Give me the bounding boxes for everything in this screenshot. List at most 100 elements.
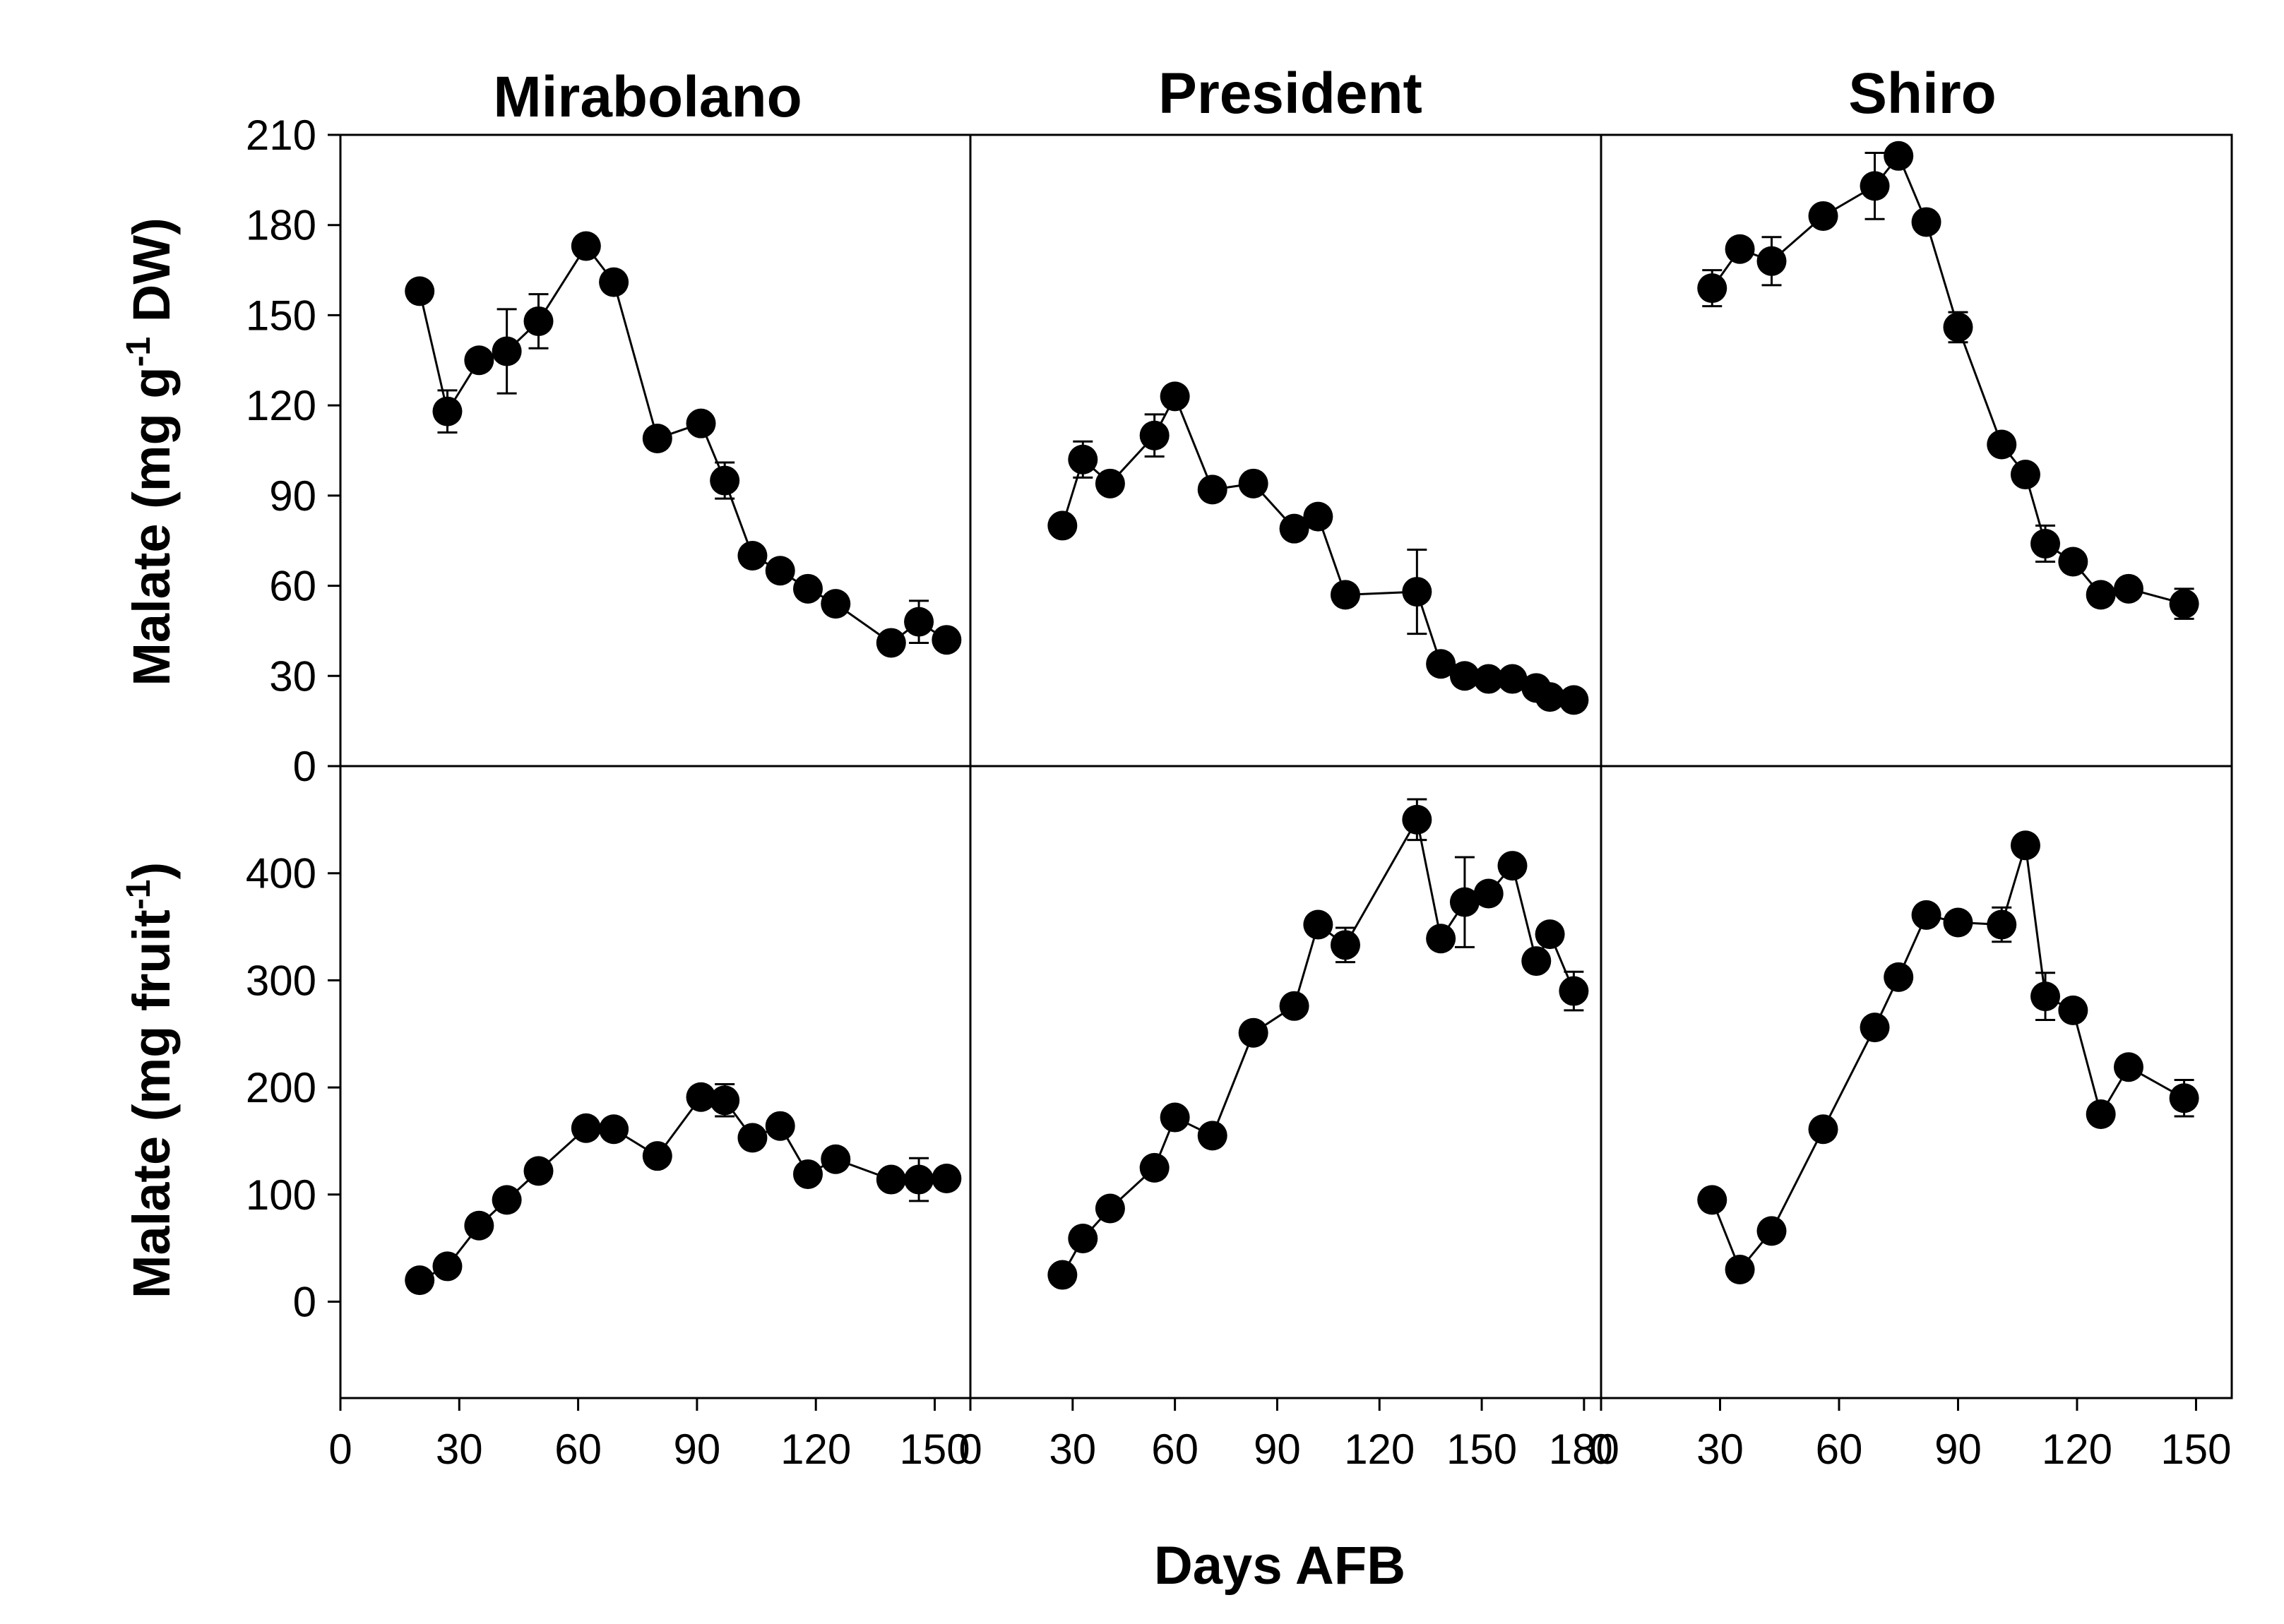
series-line (418, 244, 948, 645)
data-point (1402, 577, 1432, 607)
data-point (523, 1156, 554, 1186)
y-tick-label: 200 (246, 1064, 316, 1111)
panels (405, 141, 2199, 1296)
panel-shiro-fruit (1697, 830, 2199, 1284)
data-point (1197, 474, 1227, 505)
data-point (876, 628, 906, 658)
data-point (2169, 589, 2199, 619)
y-tick-label: 90 (269, 472, 316, 520)
data-point (1426, 924, 1456, 954)
x-tick-label: 0 (1589, 1426, 1612, 1473)
x-tick-label: 60 (1151, 1426, 1198, 1473)
data-point (1047, 1260, 1078, 1290)
data-point (1095, 1193, 1125, 1224)
x-tick-label: 60 (554, 1426, 602, 1473)
y-tick-label: 100 (246, 1171, 316, 1219)
data-point (1238, 1017, 1268, 1048)
data-point (1943, 907, 1973, 938)
y-label-top-sup: -1 (120, 337, 157, 367)
data-point (686, 408, 716, 438)
data-point (1535, 682, 1565, 712)
y-tick-label: 180 (246, 202, 316, 249)
data-point (2058, 995, 2088, 1025)
panel-mirabolano-dw (405, 231, 962, 658)
data-point (932, 1164, 962, 1194)
data-point (2113, 573, 2143, 604)
column-title-president: President (1158, 61, 1422, 126)
data-point (932, 625, 962, 655)
data-point (1697, 273, 1727, 304)
data-point (1330, 580, 1360, 610)
data-point (1943, 312, 1973, 342)
data-point (1559, 976, 1589, 1006)
data-point (1497, 851, 1528, 881)
x-tick-label: 180 (1549, 1426, 1619, 1473)
data-point (464, 1210, 494, 1241)
column-title-mirabolano: Mirabolano (493, 65, 802, 129)
data-point (2086, 1099, 2116, 1130)
y-ticks-top: 0 30 60 90 120 150 180 210 (246, 112, 340, 790)
data-point (642, 423, 672, 453)
data-point (1860, 1013, 1890, 1043)
data-point (642, 1141, 672, 1171)
data-point (821, 1144, 851, 1174)
y-label-bottom-tail: ) (122, 862, 181, 880)
x-tick-label: 0 (328, 1426, 352, 1473)
data-point (1884, 141, 1914, 171)
data-point (1808, 201, 1838, 231)
x-tick-label: 150 (899, 1426, 970, 1473)
data-point (1808, 1114, 1838, 1145)
y-tick-label: 30 (269, 652, 316, 700)
data-point (1521, 946, 1552, 977)
data-point (1139, 420, 1170, 450)
data-point (1330, 930, 1360, 960)
data-point (492, 336, 522, 366)
data-point (1068, 444, 1098, 474)
data-point (432, 396, 463, 426)
data-point (1497, 664, 1528, 694)
data-point (2169, 1083, 2199, 1113)
data-point (1911, 207, 1941, 237)
data-point (1303, 909, 1333, 940)
panel-president-dw (1047, 381, 1589, 715)
data-point (2086, 580, 2116, 610)
y-ticks-bottom: 0 100 200 300 400 (246, 850, 340, 1325)
x-axis-label: Days AFB (1154, 1536, 1405, 1596)
data-point (686, 1082, 716, 1112)
x-tick-label: 0 (958, 1426, 982, 1473)
data-point (1068, 1223, 1098, 1253)
y-axis-label-bottom: Malate (mg fruit-1) (120, 862, 181, 1298)
data-point (1884, 962, 1914, 992)
data-point (599, 267, 629, 297)
data-point (904, 607, 934, 637)
data-point (1238, 468, 1268, 498)
data-point (1911, 900, 1941, 930)
data-point (1559, 685, 1589, 715)
x-tick-label: 30 (1049, 1426, 1096, 1473)
data-point (1987, 429, 2017, 460)
data-point (1473, 878, 1504, 909)
series-line (1711, 153, 2184, 605)
data-point (1725, 234, 1755, 264)
x-tick-label: 90 (1254, 1426, 1301, 1473)
y-tick-label: 0 (293, 1278, 316, 1325)
x-tick-label: 30 (436, 1426, 483, 1473)
data-point (1725, 1254, 1755, 1284)
y-label-top-main: Malate (mg g (122, 366, 181, 686)
x-tick-label: 120 (1344, 1426, 1415, 1473)
data-point (710, 1085, 740, 1116)
data-point (1535, 919, 1565, 950)
y-label-bottom-main: Malate (mg fruit (122, 909, 181, 1298)
data-point (1697, 1185, 1727, 1215)
data-point (876, 1164, 906, 1195)
data-point (405, 276, 435, 306)
data-point (1303, 501, 1333, 532)
data-point (1279, 513, 1309, 544)
data-point (599, 1114, 629, 1145)
series-line (1061, 393, 1574, 701)
y-label-top-tail: DW) (122, 217, 181, 337)
data-point (765, 556, 795, 586)
column-title-shiro: Shiro (1848, 61, 1997, 126)
data-point (2030, 981, 2061, 1012)
